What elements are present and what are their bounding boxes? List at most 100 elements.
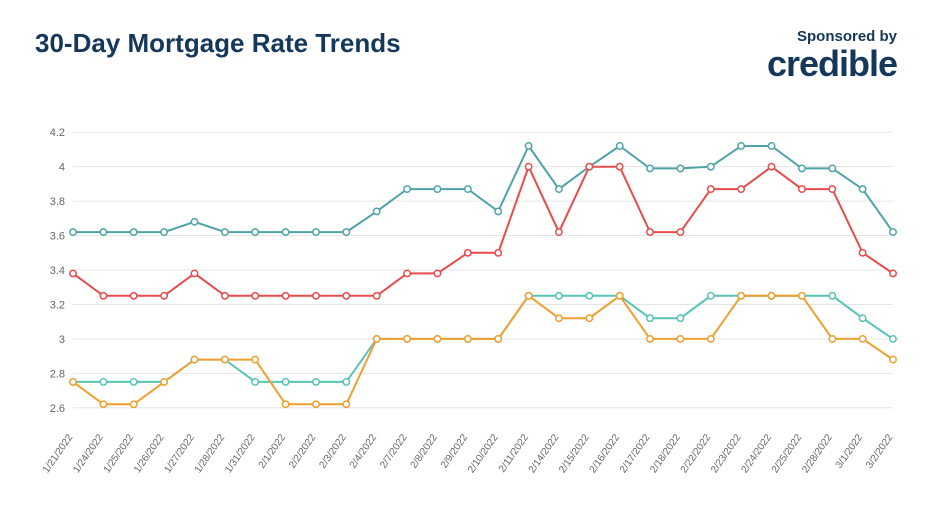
- series-marker-series-c: [100, 379, 106, 385]
- series-marker-series-a: [556, 186, 562, 192]
- series-marker-series-b: [222, 293, 228, 299]
- series-marker-series-b: [404, 270, 410, 276]
- sponsor-logo: credible: [767, 47, 897, 81]
- series-marker-series-a: [100, 229, 106, 235]
- x-axis-label: 3/1/2022: [834, 432, 866, 471]
- series-marker-series-b: [343, 293, 349, 299]
- series-marker-series-c: [859, 315, 865, 321]
- series-marker-series-a: [890, 229, 896, 235]
- series-marker-series-a: [191, 219, 197, 225]
- series-marker-series-d: [161, 379, 167, 385]
- series-marker-series-d: [556, 315, 562, 321]
- series-marker-series-a: [617, 143, 623, 149]
- series-marker-series-b: [738, 186, 744, 192]
- series-marker-series-b: [252, 293, 258, 299]
- series-marker-series-a: [525, 143, 531, 149]
- series-marker-series-c: [343, 379, 349, 385]
- series-marker-series-a: [647, 165, 653, 171]
- series-marker-series-d: [252, 356, 258, 362]
- series-marker-series-d: [404, 336, 410, 342]
- series-marker-series-c: [252, 379, 258, 385]
- series-marker-series-b: [677, 229, 683, 235]
- series-marker-series-a: [768, 143, 774, 149]
- series-marker-series-d: [374, 336, 380, 342]
- series-marker-series-d: [586, 315, 592, 321]
- series-marker-series-a: [222, 229, 228, 235]
- series-marker-series-b: [859, 250, 865, 256]
- series-marker-series-d: [222, 356, 228, 362]
- series-marker-series-d: [617, 293, 623, 299]
- series-marker-series-c: [708, 293, 714, 299]
- series-marker-series-b: [313, 293, 319, 299]
- series-marker-series-b: [556, 229, 562, 235]
- y-axis-label: 3.8: [50, 196, 65, 208]
- series-marker-series-c: [556, 293, 562, 299]
- y-axis-label: 4.2: [50, 127, 65, 139]
- x-axis-label: 3/2/2022: [864, 432, 896, 471]
- series-marker-series-a: [343, 229, 349, 235]
- series-marker-series-a: [282, 229, 288, 235]
- series-marker-series-a: [70, 229, 76, 235]
- series-marker-series-d: [434, 336, 440, 342]
- series-marker-series-c: [282, 379, 288, 385]
- series-marker-series-b: [191, 270, 197, 276]
- mortgage-rate-chart: 2.62.833.23.43.63.844.21/21/20221/24/202…: [35, 115, 897, 495]
- series-marker-series-b: [586, 164, 592, 170]
- series-marker-series-b: [282, 293, 288, 299]
- series-marker-series-a: [374, 208, 380, 214]
- series-marker-series-b: [434, 270, 440, 276]
- series-marker-series-b: [374, 293, 380, 299]
- y-axis-label: 3.6: [50, 231, 65, 243]
- series-marker-series-b: [829, 186, 835, 192]
- series-marker-series-a: [859, 186, 865, 192]
- series-marker-series-a: [252, 229, 258, 235]
- series-marker-series-d: [829, 336, 835, 342]
- series-line-series-d: [73, 296, 893, 405]
- series-marker-series-a: [677, 165, 683, 171]
- y-axis-label: 4: [59, 162, 65, 174]
- series-marker-series-a: [495, 208, 501, 214]
- series-marker-series-c: [647, 315, 653, 321]
- series-marker-series-d: [859, 336, 865, 342]
- series-marker-series-c: [829, 293, 835, 299]
- series-marker-series-d: [131, 401, 137, 407]
- series-marker-series-b: [617, 164, 623, 170]
- series-marker-series-a: [404, 186, 410, 192]
- series-marker-series-b: [100, 293, 106, 299]
- x-axis-label: 2/2/2022: [287, 432, 319, 471]
- series-marker-series-a: [708, 164, 714, 170]
- series-marker-series-a: [799, 165, 805, 171]
- series-marker-series-a: [434, 186, 440, 192]
- series-marker-series-d: [647, 336, 653, 342]
- series-marker-series-b: [647, 229, 653, 235]
- x-axis-label: 2/1/2022: [257, 432, 289, 471]
- series-marker-series-a: [313, 229, 319, 235]
- series-marker-series-c: [586, 293, 592, 299]
- series-marker-series-d: [191, 356, 197, 362]
- chart-title: 30-Day Mortgage Rate Trends: [35, 28, 401, 59]
- x-axis-label: 2/3/2022: [317, 432, 349, 471]
- y-axis-label: 3.4: [50, 265, 65, 277]
- y-axis-label: 2.8: [50, 368, 65, 380]
- sponsor-block: Sponsored by credible: [767, 28, 897, 81]
- series-marker-series-b: [161, 293, 167, 299]
- series-marker-series-d: [768, 293, 774, 299]
- series-marker-series-d: [70, 379, 76, 385]
- series-marker-series-b: [495, 250, 501, 256]
- series-marker-series-d: [313, 401, 319, 407]
- series-marker-series-d: [890, 356, 896, 362]
- chart-svg: 2.62.833.23.43.63.844.21/21/20221/24/202…: [35, 115, 897, 495]
- x-axis-label: 2/7/2022: [378, 432, 410, 471]
- y-axis-label: 3: [59, 334, 65, 346]
- series-marker-series-b: [708, 186, 714, 192]
- x-axis-label: 1/31/2022: [223, 432, 258, 475]
- series-marker-series-a: [738, 143, 744, 149]
- series-marker-series-d: [799, 293, 805, 299]
- y-axis-label: 2.6: [50, 403, 65, 415]
- series-marker-series-d: [677, 336, 683, 342]
- series-marker-series-b: [131, 293, 137, 299]
- series-marker-series-b: [525, 164, 531, 170]
- y-axis-label: 3.2: [50, 299, 65, 311]
- chart-header: 30-Day Mortgage Rate Trends Sponsored by…: [35, 28, 897, 81]
- series-marker-series-b: [465, 250, 471, 256]
